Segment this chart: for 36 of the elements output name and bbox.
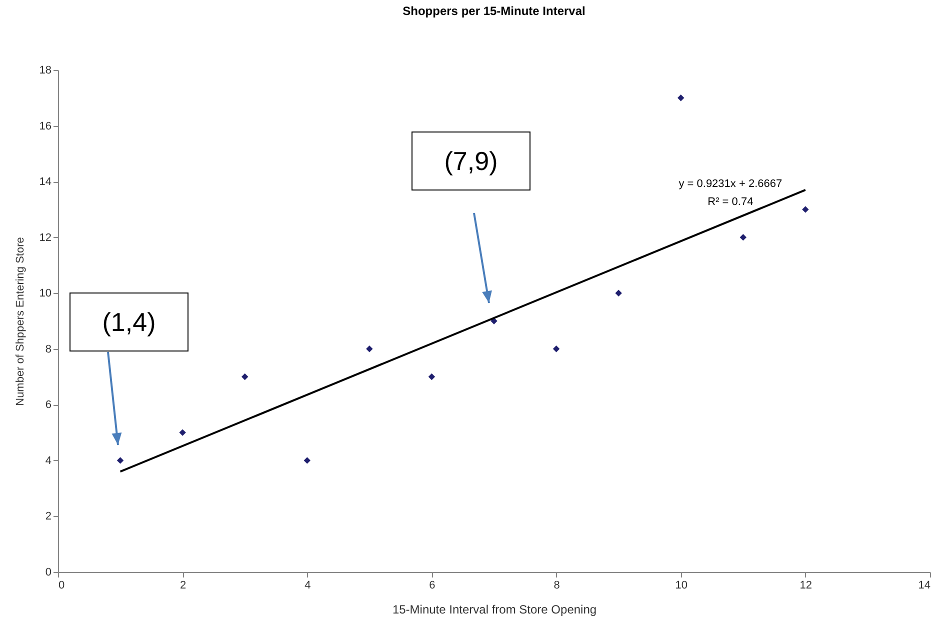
y-tick-label: 2 — [45, 510, 52, 523]
y-tick-label: 16 — [39, 120, 52, 132]
y-tick-label: 12 — [39, 232, 52, 244]
point — [428, 373, 436, 380]
y-tick-label: 6 — [45, 399, 52, 412]
x-tick-label: 4 — [304, 580, 311, 592]
point — [678, 94, 684, 102]
point — [366, 346, 373, 352]
point — [304, 457, 310, 464]
y-tick-label: 4 — [45, 454, 52, 467]
x-tick-label: 14 — [918, 580, 930, 592]
point — [552, 346, 560, 352]
x-axis-title: 15-Minute Interval from Store Opening — [392, 602, 597, 616]
x-tick-label: 6 — [429, 580, 436, 592]
chart-title: Shoppers per 15-Minute Interval — [402, 4, 586, 18]
annotation: (1,4) — [102, 307, 156, 337]
y-tick-label: 0 — [45, 566, 52, 578]
point — [740, 234, 746, 241]
y-tick-label: 14 — [39, 176, 52, 188]
point — [242, 373, 248, 380]
y-tick-label: 8 — [45, 343, 52, 356]
annotation: R² = 0.74 — [708, 196, 754, 208]
x-tick-label: 0 — [58, 580, 65, 592]
x-tick-label: 2 — [180, 580, 186, 592]
y-axis-title: Number of Shppers Entering Store — [14, 237, 26, 406]
x-tick-label: 10 — [675, 580, 688, 592]
point — [179, 429, 186, 436]
point — [116, 457, 124, 464]
x-tick-label: 12 — [800, 580, 812, 592]
point — [802, 206, 809, 213]
point — [615, 290, 622, 296]
x-tick-label: 8 — [554, 580, 560, 592]
y-tick-label: 10 — [39, 288, 52, 300]
annotation: (7,9) — [444, 146, 498, 176]
annotation: y = 0.9231x + 2.6667 — [678, 178, 782, 190]
y-tick-label: 18 — [39, 64, 52, 76]
